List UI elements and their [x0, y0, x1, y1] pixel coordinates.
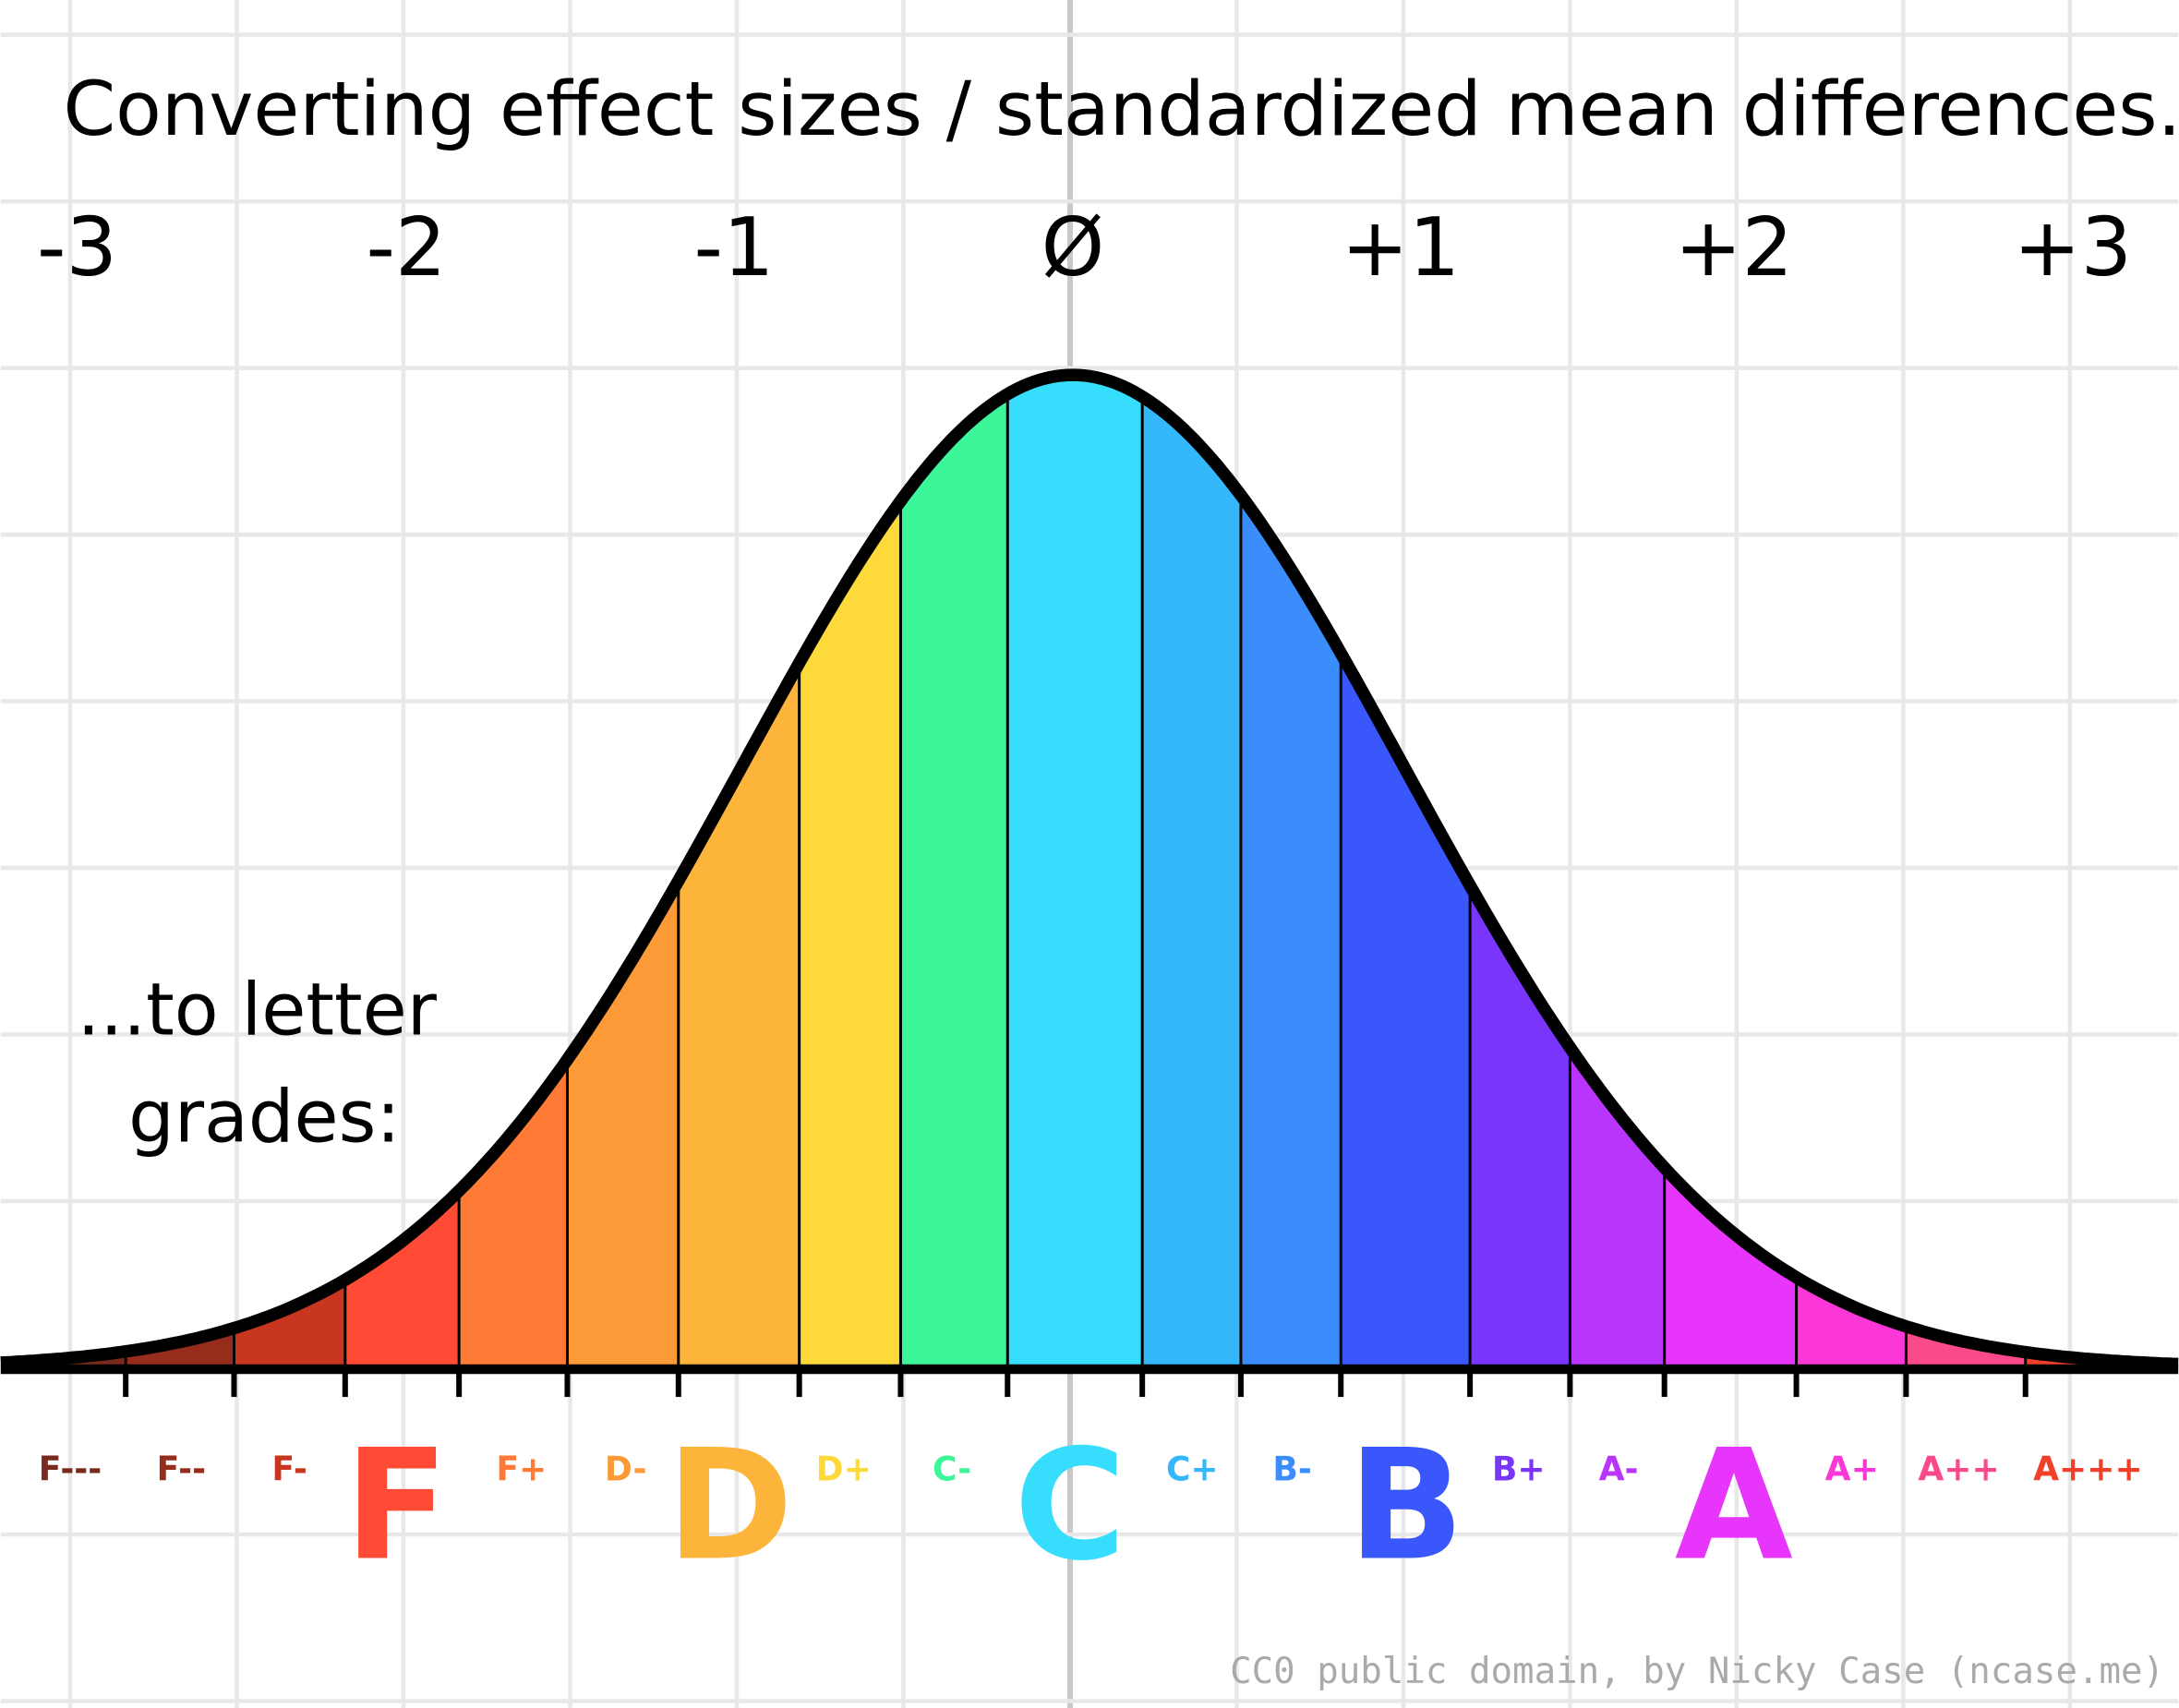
grade-band — [2025, 375, 2179, 1370]
grade-label: A- — [1599, 1449, 1639, 1488]
grade-band — [0, 375, 126, 1370]
grade-band — [1796, 375, 1907, 1370]
subtitle-line: grades: — [128, 1075, 401, 1159]
grade-label: A+++ — [2033, 1449, 2143, 1488]
axis-label: -3 — [37, 200, 117, 295]
grade-band — [1007, 375, 1143, 1370]
grade-band — [234, 375, 345, 1370]
grade-label: B+ — [1492, 1449, 1546, 1488]
grade-band — [799, 375, 901, 1370]
axis-label: -2 — [367, 200, 447, 295]
grade-band — [900, 375, 1008, 1370]
grade-band — [1470, 375, 1571, 1370]
grade-band — [1664, 375, 1797, 1370]
grade-label: D- — [605, 1449, 647, 1488]
axis-label: +2 — [1675, 200, 1794, 295]
axis-label: +1 — [1342, 200, 1461, 295]
grade-label-major: A — [1675, 1417, 1793, 1595]
grade-label: F-- — [157, 1449, 206, 1488]
grade-band — [1906, 375, 2026, 1370]
credit: CC0 public domain, by Nicky Case (ncase.… — [1230, 1651, 2164, 1692]
grade-label-major: F — [344, 1417, 449, 1595]
grade-band — [1570, 375, 1665, 1370]
subtitle-line: ...to letter — [78, 968, 438, 1052]
grade-band — [1240, 375, 1342, 1370]
axis-label: +3 — [2014, 200, 2133, 295]
grade-label-major: B — [1348, 1417, 1464, 1595]
grade-label-major: C — [1014, 1417, 1126, 1595]
grade-label-major: D — [667, 1417, 793, 1595]
axis-label: Ø — [1041, 200, 1105, 295]
grade-label: C- — [933, 1449, 971, 1488]
grade-label: F--- — [39, 1449, 102, 1488]
grade-band — [567, 375, 679, 1370]
bands — [0, 375, 2179, 1370]
grade-band — [459, 375, 568, 1370]
bell-curve — [0, 368, 2179, 1371]
grade-label: A++ — [1918, 1449, 1999, 1488]
title: Converting effect sizes / standardized m… — [63, 66, 2179, 153]
axis-label: -1 — [693, 200, 774, 295]
grade-band — [126, 375, 235, 1370]
grade-label: C+ — [1166, 1449, 1219, 1488]
grade-label: A+ — [1825, 1449, 1879, 1488]
grade-band — [1142, 375, 1241, 1370]
grade-label: B- — [1272, 1449, 1311, 1488]
grade-label: D+ — [816, 1449, 872, 1488]
grade-label: F+ — [496, 1449, 547, 1488]
grade-label: F- — [271, 1449, 307, 1488]
